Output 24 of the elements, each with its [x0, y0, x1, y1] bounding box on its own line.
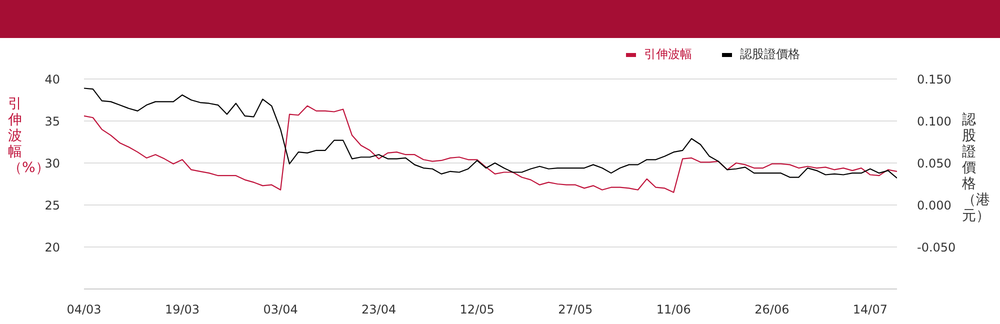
- y-tick-label: 40: [44, 72, 60, 86]
- x-tick-label: 04/03: [66, 302, 102, 317]
- y2-tick-label: 0.000: [917, 198, 952, 212]
- y-tick-label: 25: [44, 198, 60, 212]
- x-tick-label: 19/03: [164, 302, 200, 317]
- x-tick-label: 23/04: [362, 302, 396, 317]
- y2-tick-label: 0.050: [917, 156, 952, 170]
- x-tick-label: 11/06: [656, 302, 691, 317]
- legend-label: 認股證價格: [740, 46, 800, 63]
- x-tick-label: 14/07: [852, 302, 888, 317]
- x-tick-label: 26/06: [754, 302, 790, 317]
- y2-tick-label: 0.100: [917, 114, 952, 128]
- y2-tick-label: 0.150: [917, 72, 952, 86]
- x-tick-label: 27/05: [558, 302, 593, 317]
- line-series: [84, 105, 897, 193]
- x-tick-label: 03/04: [263, 302, 298, 317]
- y-tick-label: 20: [44, 240, 60, 254]
- y-tick-label: 30: [44, 156, 60, 170]
- legend-label: 引伸波幅: [644, 46, 692, 63]
- y2-tick-label: -0.050: [917, 240, 956, 254]
- y2-axis-title: 認股證價格（港元）: [962, 112, 990, 224]
- line-series: [84, 88, 897, 179]
- y-tick-label: 35: [44, 114, 60, 128]
- x-tick-label: 12/05: [460, 302, 494, 317]
